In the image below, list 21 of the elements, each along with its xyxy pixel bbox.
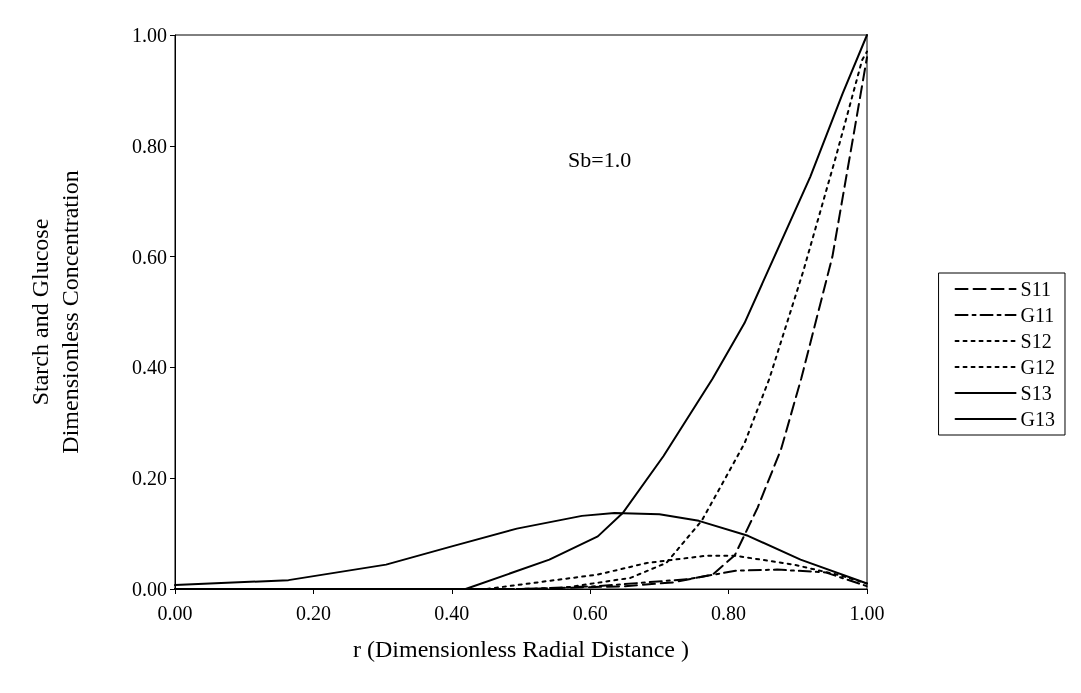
legend-label: S12 [1020,330,1052,352]
y-axis-title: Starch and Glucose Dimensionless Concentration [27,170,83,454]
y-tick-label: 0.40 [132,356,167,379]
annotation: Sb=1.0 [568,146,632,172]
x-tick-label: 0.60 [572,602,608,624]
y-tick-label: 0.60 [132,245,167,268]
y-tick-label: 0.20 [132,467,167,490]
x-tick-label: 0.00 [157,602,193,624]
y-tick-label: 1.00 [132,24,167,46]
legend-label: G13 [1020,408,1056,430]
y-tick-label: 0.80 [132,134,167,157]
legend-label: G11 [1020,304,1055,326]
x-tick-label: 0.20 [295,602,331,624]
legend-label: G12 [1020,356,1056,378]
legend-label: S13 [1020,382,1052,404]
x-axis-title: r (Dimensionless Radial Distance ) [353,636,689,662]
legend-label: S11 [1020,278,1051,300]
x-tick-label: 0.40 [434,602,470,624]
x-tick-label: 0.80 [711,602,747,624]
x-tick-label: 1.00 [849,602,885,624]
y-tick-label: 0.00 [132,578,167,600]
